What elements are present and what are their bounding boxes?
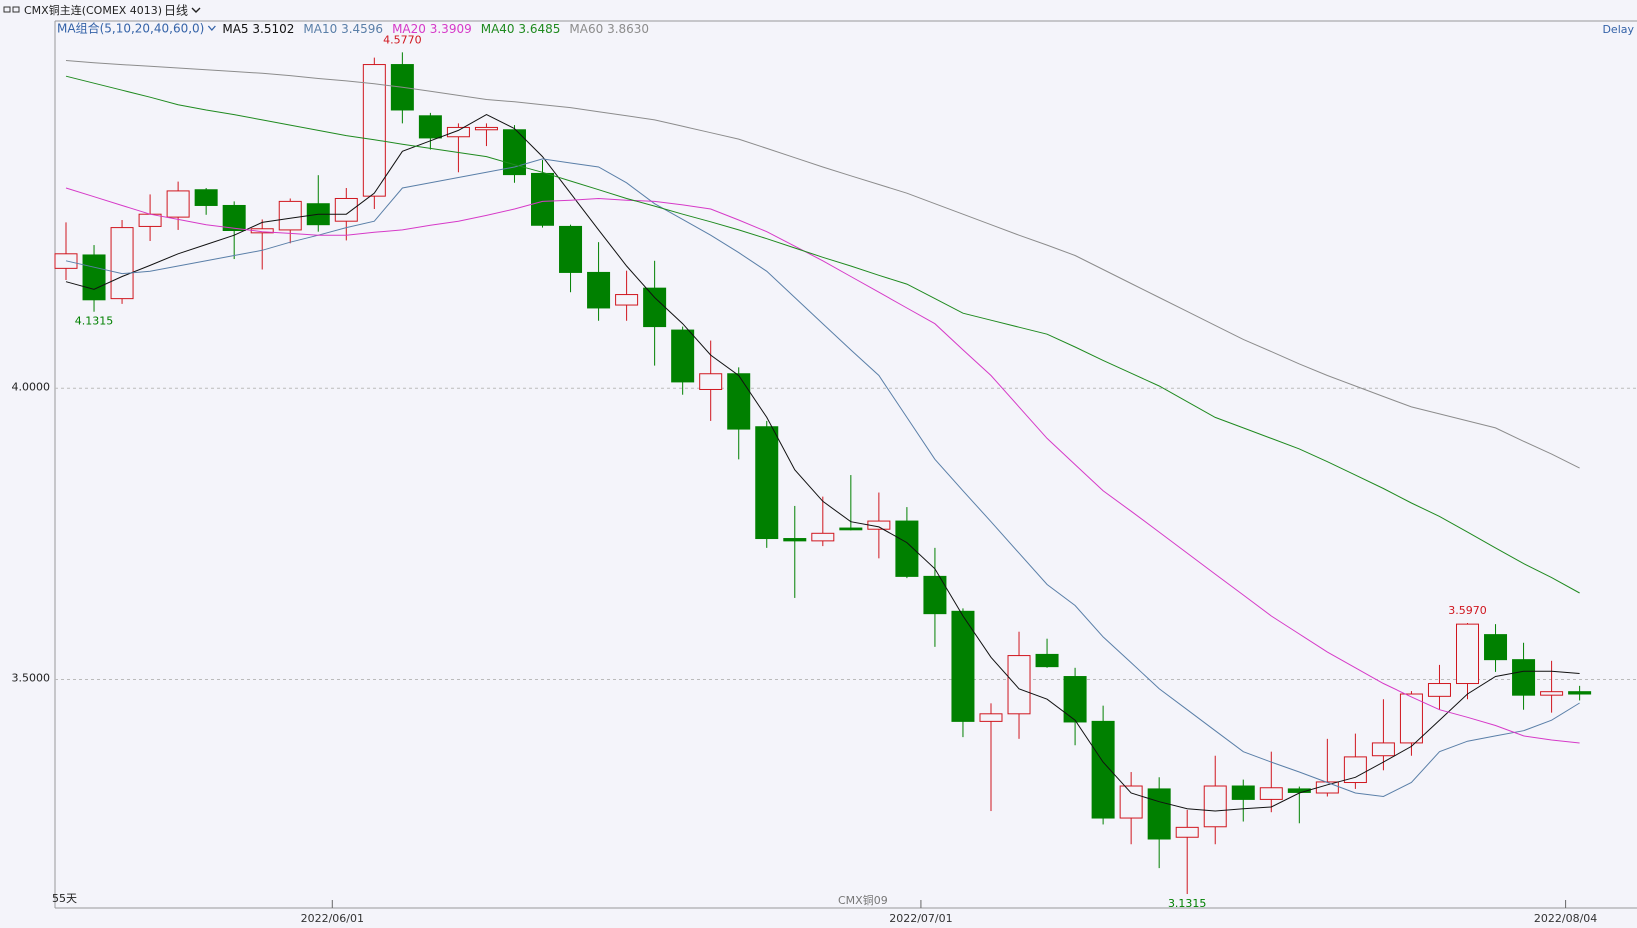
low-label: 4.1315 <box>75 315 114 328</box>
legend-name: MA10 <box>303 22 337 36</box>
candle-body <box>727 373 751 430</box>
candle-body <box>1427 683 1451 697</box>
dropdown-arrow[interactable] <box>191 7 201 13</box>
candle-body <box>1175 826 1199 838</box>
candle-body <box>418 115 442 139</box>
legend-value: 3.8630 <box>607 22 649 36</box>
candle-body <box>923 575 947 615</box>
legend: MA组合(5,10,20,40,60,0) MA5 3.5102 MA10 3.4… <box>57 21 649 36</box>
candle-body <box>1399 693 1423 744</box>
legend-entry: MA5 3.5102 <box>222 22 294 36</box>
candle-body <box>559 225 583 273</box>
candle-body <box>1456 623 1479 685</box>
legend-name: MA5 <box>222 22 248 36</box>
legend-name: MA40 <box>481 22 515 36</box>
ma-line <box>65 75 1580 594</box>
candle-body <box>1287 788 1311 793</box>
candle-body <box>951 610 975 722</box>
candle-body <box>895 520 919 577</box>
legend-entry: MA20 3.3909 <box>392 22 472 36</box>
candle-body <box>615 294 639 306</box>
low-label: 3.1315 <box>1168 897 1207 910</box>
y-tick-label: 4.0000 <box>12 380 51 393</box>
candle-body <box>1035 653 1059 668</box>
candle-body <box>1231 785 1255 800</box>
ma-line <box>65 187 1580 744</box>
candle-body <box>587 271 611 309</box>
candle-body <box>1484 634 1508 661</box>
candle-body <box>1259 787 1283 800</box>
candle-body <box>1063 676 1087 723</box>
candle-body <box>1540 691 1564 696</box>
legend-value: 3.5102 <box>252 22 294 36</box>
delay-label: Delay <box>1602 23 1634 36</box>
legend-name: MA20 <box>392 22 426 36</box>
candle-body <box>811 532 835 542</box>
plot-area: 3.5000 4.0000 2022/06/01 2022/07/01 2022/08/… <box>12 33 1637 925</box>
candle-body <box>446 126 470 138</box>
candle-body <box>1512 659 1536 696</box>
legend-entry: MA40 3.6485 <box>481 22 561 36</box>
legend-value: 3.3909 <box>430 22 472 36</box>
high-label: 4.5770 <box>383 33 422 46</box>
candle-body <box>334 197 358 222</box>
candle-body <box>1343 756 1367 784</box>
candle-body <box>110 227 134 300</box>
candle-body <box>1568 691 1592 695</box>
candle-body <box>1371 742 1395 757</box>
candle-body <box>979 713 1003 722</box>
legend-value: 3.6485 <box>518 22 560 36</box>
candle-body <box>643 287 667 328</box>
ma-line <box>65 60 1580 469</box>
candle-body <box>531 172 555 226</box>
candle-body <box>671 329 695 383</box>
legend-value: 3.4596 <box>341 22 383 36</box>
dropdown-arrow <box>207 25 216 31</box>
x-tick-label: 2022/06/01 <box>301 912 364 925</box>
candle-body <box>278 200 302 231</box>
candle-body <box>82 254 106 301</box>
candle-body <box>755 426 779 540</box>
high-label: 3.5970 <box>1448 604 1487 617</box>
contract-marker: CMX铜09 <box>838 893 888 907</box>
x-tick-label: 2022/08/04 <box>1534 912 1597 925</box>
y-tick-label: 3.5000 <box>12 671 51 684</box>
legend-name: MA60 <box>569 22 603 36</box>
candle-body <box>1315 781 1339 794</box>
candle-body <box>1203 785 1227 828</box>
candle-body <box>1007 655 1031 715</box>
legend-entry: MA60 3.8630 <box>569 22 649 36</box>
period-selector[interactable]: 日线 <box>164 4 188 18</box>
candle-body <box>222 204 246 232</box>
icon <box>3 6 11 13</box>
candle-body <box>194 189 218 206</box>
candle-body <box>1091 720 1115 819</box>
icon <box>12 6 20 13</box>
candle-body <box>1147 788 1171 840</box>
candle-body <box>699 373 723 390</box>
ma-line <box>65 114 1580 812</box>
candle-body <box>166 190 190 218</box>
candle-body <box>362 64 386 197</box>
instrument-title[interactable]: CMX铜主连(COMEX 4013) <box>24 3 162 17</box>
candle-body <box>474 126 498 131</box>
x-tick-label: 2022/07/01 <box>889 912 952 925</box>
ma-group-label[interactable]: MA组合(5,10,20,40,60,0) <box>57 21 204 36</box>
candle-body <box>1119 785 1143 819</box>
candle-body <box>783 538 807 542</box>
legend-entry: MA10 3.4596 <box>303 22 383 36</box>
title-bar: CMX铜主连(COMEX 4013) 日线 <box>3 3 201 18</box>
candle-body <box>839 527 863 531</box>
days-label: 55天 <box>52 892 77 905</box>
